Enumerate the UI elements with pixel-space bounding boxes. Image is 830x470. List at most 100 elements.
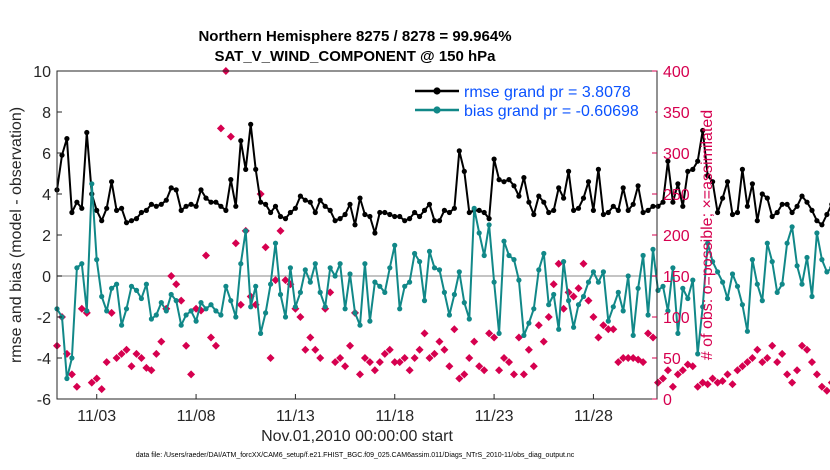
bias-point [625, 273, 631, 279]
bias-point [208, 302, 214, 308]
bias-point [819, 257, 825, 263]
obs-marker [211, 341, 220, 350]
obs-marker [331, 358, 340, 367]
bias-point [744, 328, 751, 334]
y-tick-label: 10 [33, 64, 51, 81]
bias-point [277, 291, 284, 298]
obs-marker [92, 374, 101, 383]
bias-point [729, 271, 736, 277]
bias-point [436, 267, 443, 273]
obs-marker [803, 345, 811, 354]
obs-marker [822, 386, 830, 395]
obs-marker [316, 354, 325, 362]
rmse-point [710, 179, 716, 185]
obs-marker [649, 333, 658, 342]
bias-point [466, 316, 472, 322]
bias-point [392, 242, 398, 248]
rmse-point [675, 181, 681, 187]
rmse-point [362, 211, 368, 218]
rmse-point [456, 148, 462, 154]
bias-point [133, 287, 140, 293]
x-axis-label: Nov.01,2010 00:00:00 start [261, 428, 453, 445]
bias-point [551, 291, 557, 298]
bias-point [431, 265, 438, 271]
obs-marker [504, 358, 513, 367]
bias-point [302, 267, 308, 273]
bias-point [327, 265, 333, 271]
rmse-point [69, 209, 75, 216]
rmse-point [491, 156, 497, 162]
bias-point [675, 330, 681, 336]
rmse-point [357, 195, 363, 201]
bias-point [566, 298, 572, 304]
bias-point [556, 326, 562, 332]
rmse-point [595, 166, 602, 172]
rmse-point [158, 201, 164, 207]
rmse-point [451, 205, 457, 211]
bias-point [228, 298, 234, 304]
rmse-point [178, 207, 184, 213]
bias-point [362, 261, 368, 267]
y2-tick-label: 250 [663, 187, 690, 204]
obs-marker [619, 354, 628, 362]
bias-point [620, 308, 626, 314]
obs-marker [569, 292, 578, 301]
bias-point [580, 293, 587, 300]
rmse-point [153, 203, 159, 209]
obs-marker [544, 313, 553, 321]
rmse-point [600, 211, 607, 218]
rmse-point [99, 218, 105, 224]
rmse-point [496, 177, 502, 183]
bias-point [268, 281, 274, 287]
rmse-point [233, 203, 239, 209]
y2-tick-label: 400 [663, 64, 690, 81]
bias-point [287, 265, 293, 271]
bias-point [501, 238, 507, 244]
obs-marker [773, 358, 782, 367]
bias-point [655, 287, 661, 293]
bias-point [814, 230, 820, 236]
rmse-point [824, 211, 830, 218]
bias-point [64, 375, 70, 382]
rmse-point [580, 195, 587, 201]
bias-point [590, 269, 597, 275]
rmse-point [188, 201, 194, 207]
bias-point [720, 279, 726, 285]
obs-marker [296, 313, 305, 321]
obs-marker [122, 345, 131, 354]
bias-point [114, 281, 120, 287]
y2-tick-label: 300 [663, 146, 690, 163]
rmse-point [347, 201, 353, 207]
obs-marker [72, 382, 81, 391]
bias-point [595, 279, 602, 285]
obs-marker [559, 304, 568, 313]
bias-point [779, 281, 785, 287]
rmse-point [546, 209, 552, 216]
bias-point [128, 283, 135, 289]
rmse-point [307, 199, 313, 205]
obs-marker [390, 358, 399, 367]
y2-tick-label: 200 [663, 228, 690, 245]
bias-point [715, 269, 721, 275]
y-axis-label: rmse and bias (model - observation) [8, 107, 25, 363]
rmse-point [421, 207, 428, 213]
bias-point [223, 283, 229, 289]
obs-marker [455, 374, 464, 383]
rmse-point [322, 203, 328, 209]
obs-marker [807, 358, 816, 367]
bias-point [79, 261, 85, 267]
bias-point [387, 265, 393, 271]
obs-marker [539, 337, 548, 346]
rmse-point [759, 191, 765, 197]
rmse-point [695, 158, 701, 164]
rmse-point [203, 195, 209, 201]
bias-point [690, 277, 696, 283]
obs-marker [266, 354, 275, 362]
bias-point [511, 257, 517, 263]
legend-rmse-marker [433, 87, 441, 95]
obs-marker [753, 345, 762, 354]
rmse-point [128, 218, 135, 224]
bias-point [531, 306, 537, 312]
rmse-point [143, 207, 149, 213]
